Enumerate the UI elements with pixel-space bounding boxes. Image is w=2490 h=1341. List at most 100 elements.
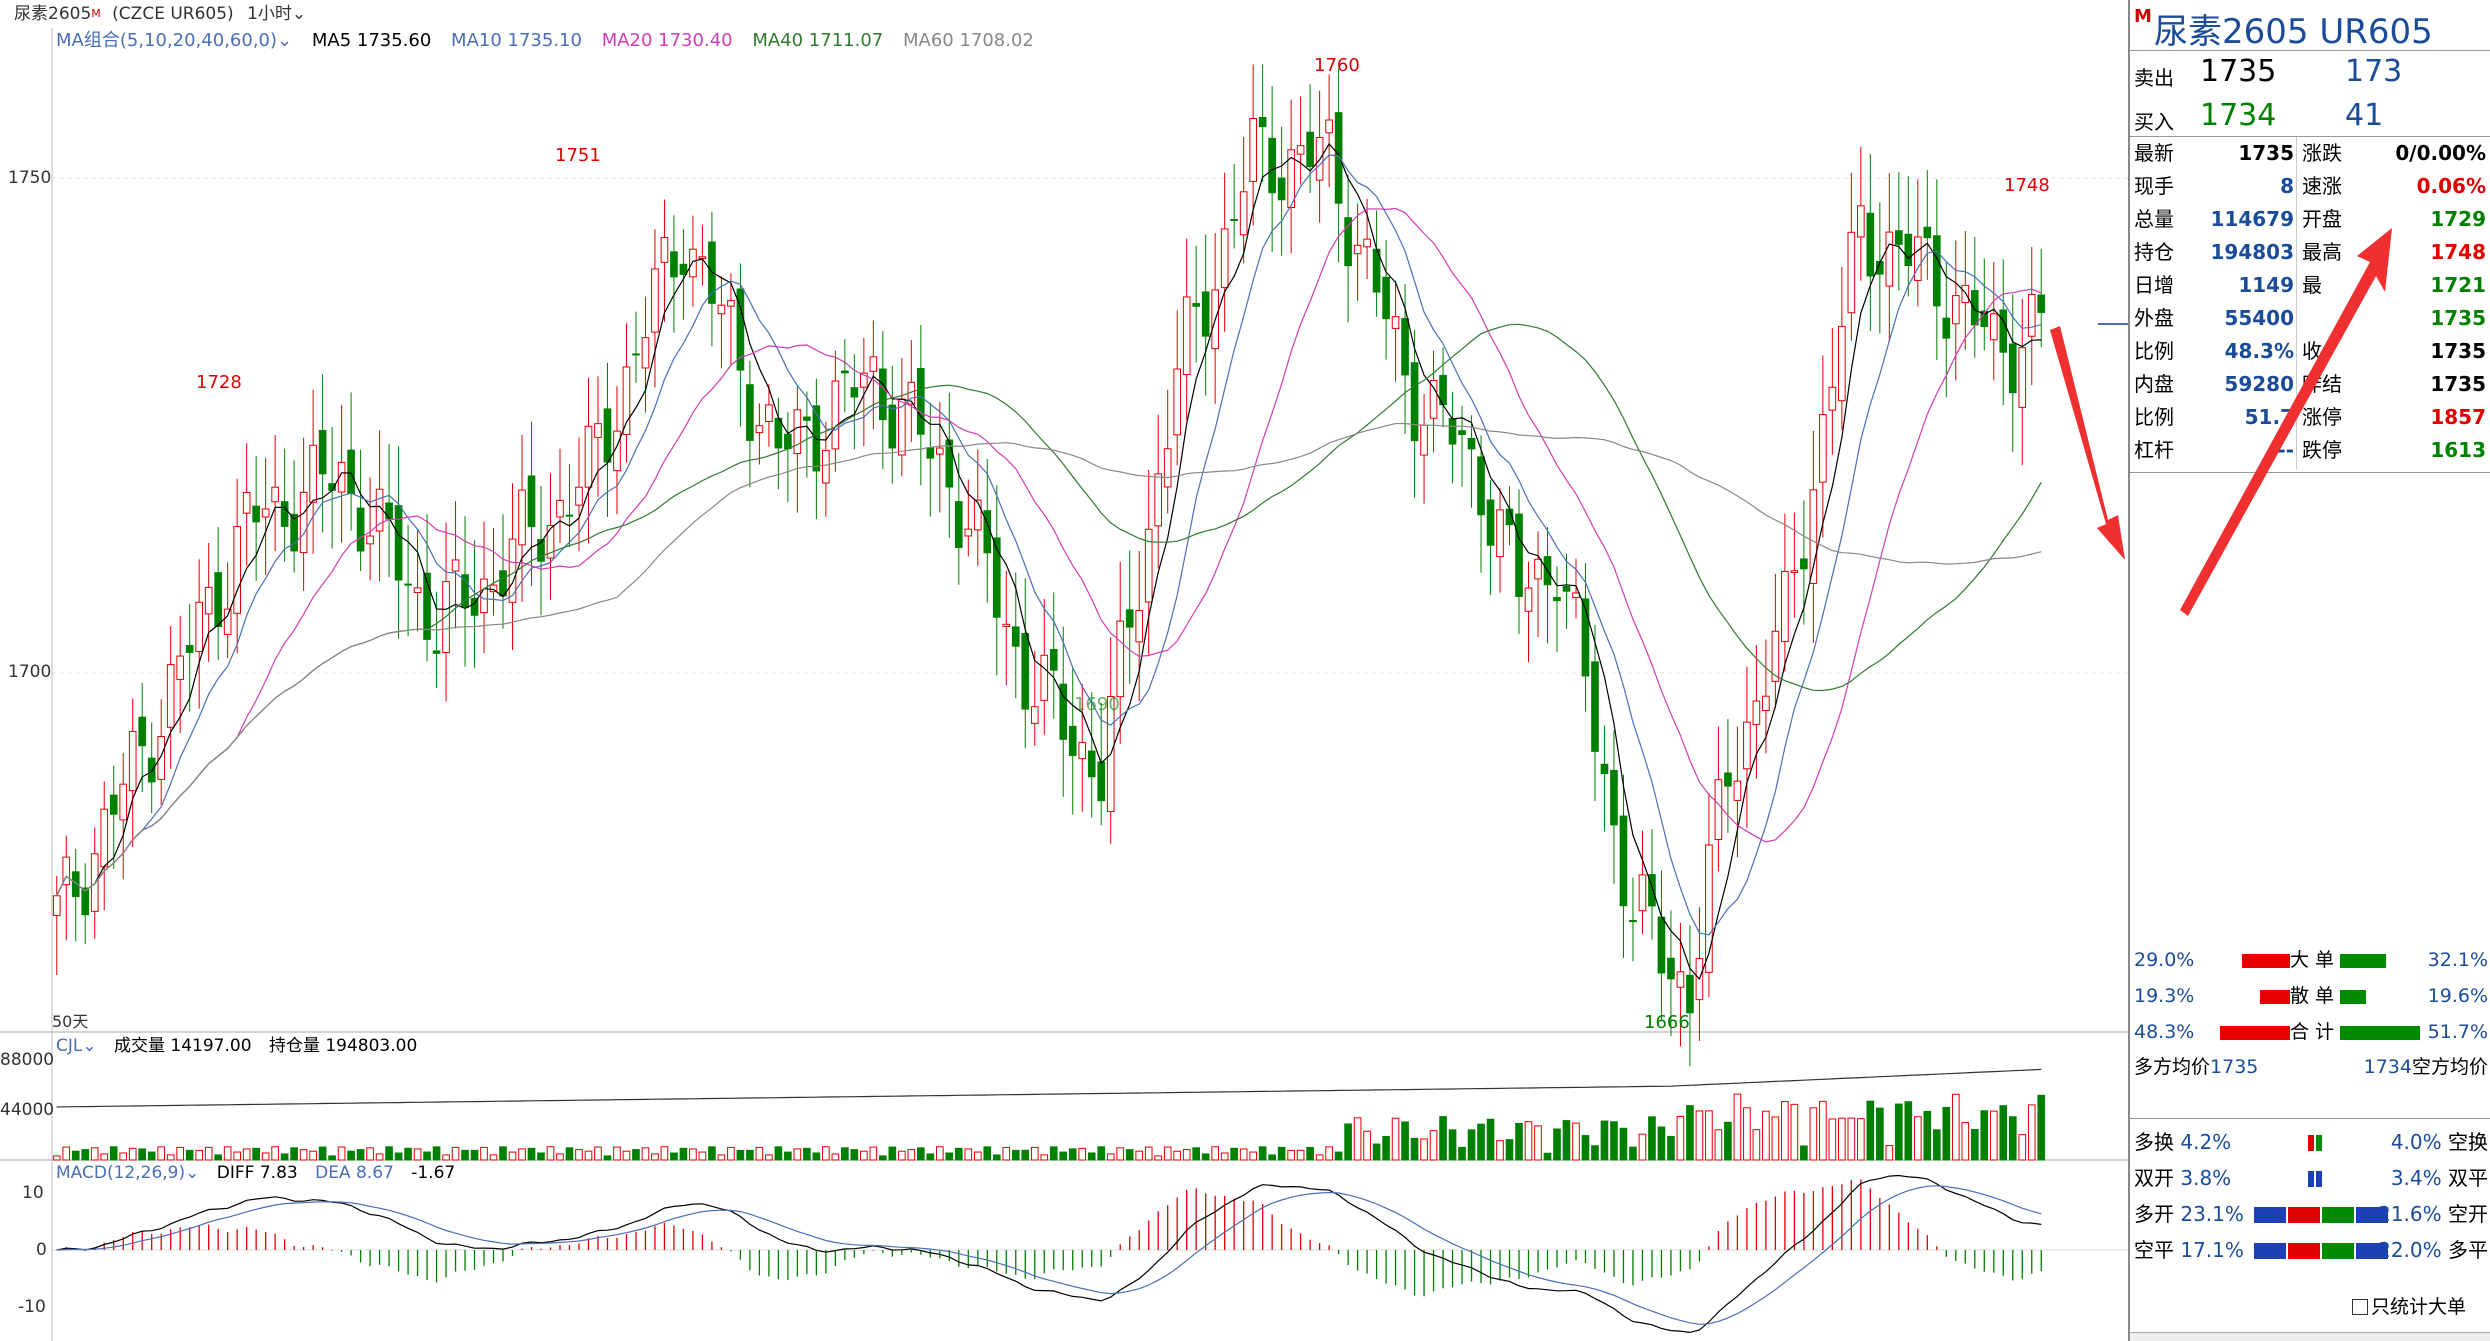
dist-bar-red: [2242, 954, 2290, 968]
volume-bar: [1021, 1149, 1030, 1161]
candle-body: [1135, 609, 1144, 643]
candle-body: [879, 368, 887, 421]
ma10-value: MA10 1735.10: [451, 30, 582, 51]
divider: [2130, 50, 2490, 51]
period-select[interactable]: 1小时⌄: [247, 4, 314, 24]
only-big-toggle[interactable]: 只统计大单: [2352, 1292, 2466, 1322]
candle-body: [1733, 780, 1742, 801]
quote-key: 开盘: [2302, 207, 2342, 231]
volume-bar: [546, 1146, 555, 1161]
candle-body: [1287, 149, 1295, 209]
candle-body: [679, 263, 688, 275]
candle-body: [1553, 596, 1561, 602]
candle-body: [1458, 430, 1466, 436]
position-row: 多换 4.2% 4.0% 空换: [2134, 1124, 2488, 1160]
volume-bar: [727, 1146, 735, 1161]
volume-bar: [907, 1149, 916, 1161]
symbol-name: 尿素2605: [14, 4, 92, 24]
candle-body: [1087, 750, 1096, 778]
candle-body: [1752, 700, 1761, 725]
sell-row[interactable]: 卖出 1735 173: [2130, 50, 2490, 94]
volume-bar: [575, 1149, 583, 1161]
quote-key: 杠杆: [2134, 438, 2174, 462]
panel-tabs[interactable]: [2130, 1332, 2490, 1341]
volume-bar: [1249, 1151, 1257, 1161]
volume-value: 成交量 14197.00: [114, 1036, 252, 1056]
ma-group-select[interactable]: MA组合(5,10,20,40,60,0)⌄: [56, 30, 292, 51]
buy-label: 买入: [2134, 110, 2174, 134]
quote-key: 总量: [2134, 207, 2174, 231]
candle-body: [1961, 284, 1970, 304]
quote-key: 涨停: [2302, 405, 2342, 429]
symbol-code: (CZCE UR605): [112, 4, 234, 24]
macd-label-10: 10: [22, 1183, 44, 1203]
volume-bar: [822, 1146, 830, 1161]
candle-body: [1182, 296, 1191, 376]
candle-body: [1401, 318, 1409, 376]
pos-bar: [2356, 1207, 2388, 1223]
dist-left: 19.3%: [2134, 985, 2195, 1007]
volume-bar: [290, 1147, 298, 1161]
ma40-value: MA40 1711.07: [752, 30, 884, 51]
volume-bar: [147, 1151, 156, 1161]
checkbox-icon[interactable]: [2352, 1299, 2368, 1315]
panel-flag: M: [2134, 6, 2152, 27]
long-avg-value: 1735: [2210, 1056, 2259, 1078]
volume-bar: [1543, 1152, 1552, 1161]
volume-bar: [318, 1146, 327, 1161]
volume-bar: [651, 1153, 659, 1161]
volume-bar: [1258, 1146, 1267, 1161]
candle-body: [755, 425, 764, 434]
buy-row[interactable]: 买入 1734 41: [2130, 94, 2490, 138]
volume-bar: [1287, 1149, 1295, 1161]
candle-body: [347, 449, 355, 495]
quote-value: 1721: [2430, 273, 2486, 297]
volume-bar: [860, 1150, 868, 1161]
quote-row-right: 速涨 0.06%: [2302, 170, 2486, 203]
volume-bar: [803, 1147, 811, 1161]
quote-value: 51.7: [2244, 405, 2294, 429]
macd-indicator-select[interactable]: MACD(12,26,9)⌄: [56, 1163, 199, 1183]
candle-body: [185, 645, 194, 653]
candle-body: [242, 491, 251, 514]
volume-bar: [1163, 1146, 1172, 1161]
candle-body: [1989, 313, 1998, 341]
volume-indicator-select[interactable]: CJL⌄: [56, 1036, 97, 1056]
candle-body: [480, 578, 488, 614]
candle-body: [1951, 295, 1960, 325]
candle-body: [138, 716, 147, 747]
candle-body: [1600, 763, 1609, 775]
volume-bar: [1686, 1105, 1694, 1161]
candle-body: [233, 526, 241, 614]
volume-bar: [81, 1149, 90, 1161]
annotation-1751: 1751: [555, 145, 601, 166]
ma60-value: MA60 1708.02: [902, 30, 1034, 51]
quote-value: --: [2277, 438, 2294, 462]
candle-body: [1572, 592, 1580, 598]
candle-body: [1942, 317, 1951, 339]
volume-bar: [954, 1147, 963, 1161]
volume-bar: [1857, 1118, 1865, 1161]
candle-body: [1809, 489, 1818, 584]
candle-body: [2027, 293, 2036, 337]
short-avg-label: 空方均价: [2411, 1056, 2488, 1078]
chart-area[interactable]: 尿素2605M (CZCE UR605) 1小时⌄ MA组合(5,10,20,4…: [0, 0, 2128, 1341]
candle-body: [831, 380, 840, 450]
kline-chart[interactable]: [0, 0, 2128, 1341]
volume-bar: [793, 1148, 802, 1161]
dist-right: 51.7%: [2427, 1021, 2488, 1043]
pos-bar: [2288, 1243, 2320, 1259]
volume-bar: [1762, 1110, 1770, 1161]
volume-bar: [1125, 1149, 1134, 1161]
candle-body: [698, 256, 707, 260]
ma20-value: MA20 1730.40: [601, 30, 733, 51]
dist-label: 散 单: [2290, 985, 2335, 1007]
pos-key: 多平: [2448, 1238, 2488, 1262]
quote-row-left: 现手 8: [2134, 170, 2294, 203]
volume-bar: [784, 1151, 792, 1161]
macd-value: -1.67: [411, 1163, 456, 1183]
bars-count-label: 50天: [52, 1012, 89, 1031]
candle-body: [1192, 303, 1200, 307]
position-row: 双开 3.8% 3.4% 双平: [2134, 1160, 2488, 1196]
candle-body: [651, 268, 659, 333]
